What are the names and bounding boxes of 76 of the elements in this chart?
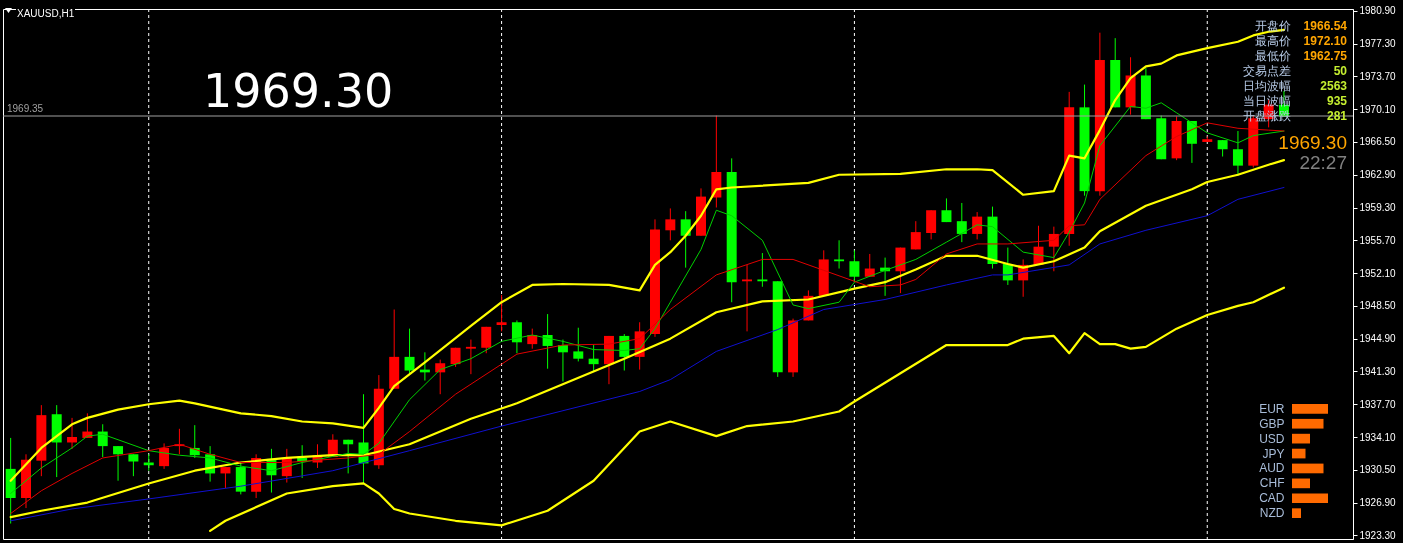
y-tick-label: CAD bbox=[1259, 491, 1285, 506]
y-tick-label: 1937.70 bbox=[1359, 398, 1397, 410]
y-tick-label: 1962.90 bbox=[1359, 169, 1397, 181]
candlestick bbox=[220, 466, 231, 489]
y-tick-label: 1941.30 bbox=[1359, 365, 1397, 377]
annotation: 开盘价 bbox=[1255, 19, 1291, 33]
y-tick-label: 1923.30 bbox=[1359, 529, 1397, 541]
y-tick-label: 1970.10 bbox=[1359, 103, 1397, 115]
y-tick-label: 1934.10 bbox=[1359, 431, 1397, 443]
bar bbox=[1292, 418, 1324, 429]
y-tick-label: CHF bbox=[1259, 476, 1285, 491]
text: 1966.54 bbox=[1303, 19, 1347, 33]
y-tick-label: 1930.50 bbox=[1359, 464, 1397, 476]
candlestick bbox=[113, 445, 124, 482]
y-tick-label: 1948.50 bbox=[1359, 300, 1397, 312]
candlestick bbox=[680, 210, 691, 269]
text: 1962.75 bbox=[1303, 49, 1347, 63]
y-tick-label: 1955.70 bbox=[1359, 234, 1397, 246]
candlestick bbox=[742, 264, 753, 332]
bar bbox=[1292, 463, 1324, 474]
y-tick-label: 1959.30 bbox=[1359, 202, 1397, 214]
annotation: 1969.30 bbox=[203, 64, 394, 118]
candlestick bbox=[159, 442, 170, 470]
bar bbox=[1292, 493, 1328, 504]
ref-line-label: 1969.35 bbox=[7, 103, 44, 114]
candlestick bbox=[573, 327, 584, 362]
text: 50 bbox=[1333, 64, 1347, 78]
candlestick bbox=[542, 313, 553, 370]
text: 2563 bbox=[1320, 79, 1347, 93]
y-tick-label: USD bbox=[1259, 431, 1285, 446]
candlestick bbox=[926, 209, 937, 240]
candlestick bbox=[972, 211, 983, 240]
annotation: 交易点差 bbox=[1243, 64, 1291, 78]
y-tick-label: AUD bbox=[1259, 461, 1285, 476]
bar bbox=[1292, 448, 1306, 459]
bar bbox=[1292, 478, 1310, 489]
annotation: 最高价 bbox=[1255, 34, 1291, 48]
text: 22:27 bbox=[1299, 152, 1347, 173]
y-tick-label: EUR bbox=[1259, 401, 1285, 416]
bar bbox=[1292, 508, 1301, 519]
candlestick bbox=[128, 453, 139, 477]
chart-title: XAUUSD,H1 bbox=[16, 8, 76, 19]
y-tick-label: 1926.90 bbox=[1359, 497, 1397, 509]
text: 1972.10 bbox=[1303, 34, 1347, 48]
candlestick bbox=[665, 207, 676, 241]
y-tick-label: NZD bbox=[1259, 506, 1285, 521]
annotation: 1969.30 bbox=[1278, 132, 1347, 153]
y-tick-label: JPY bbox=[1262, 446, 1285, 461]
y-tick-label: 1944.90 bbox=[1359, 333, 1397, 345]
candlestick bbox=[956, 202, 967, 243]
text: 935 bbox=[1326, 94, 1347, 108]
line-series bbox=[209, 286, 1286, 532]
y-tick-label: 1952.10 bbox=[1359, 267, 1397, 279]
bar bbox=[1292, 403, 1328, 414]
candlestick bbox=[588, 344, 599, 372]
candlestick bbox=[849, 249, 860, 283]
y-tick-label: GBP bbox=[1259, 416, 1285, 431]
y-tick-label: 1977.30 bbox=[1359, 38, 1397, 50]
candlestick bbox=[481, 326, 492, 354]
y-tick-label: 1973.70 bbox=[1359, 70, 1397, 82]
candlestick bbox=[757, 252, 768, 288]
candlestick bbox=[67, 417, 78, 450]
candlestick bbox=[404, 328, 415, 374]
y-tick-label: 1966.50 bbox=[1359, 136, 1397, 148]
annotation: 最低价 bbox=[1255, 49, 1291, 63]
candlestick bbox=[834, 239, 845, 270]
text: 281 bbox=[1326, 109, 1347, 123]
candlestick bbox=[910, 220, 921, 250]
bar bbox=[1292, 433, 1310, 444]
candlestick bbox=[511, 319, 522, 354]
candlestick bbox=[496, 294, 507, 332]
annotation: 日均波幅 bbox=[1243, 79, 1291, 93]
candlestick bbox=[465, 339, 476, 375]
y-tick-label: 1980.90 bbox=[1359, 5, 1397, 17]
candlestick bbox=[1048, 226, 1059, 272]
candlestick bbox=[1232, 130, 1243, 177]
